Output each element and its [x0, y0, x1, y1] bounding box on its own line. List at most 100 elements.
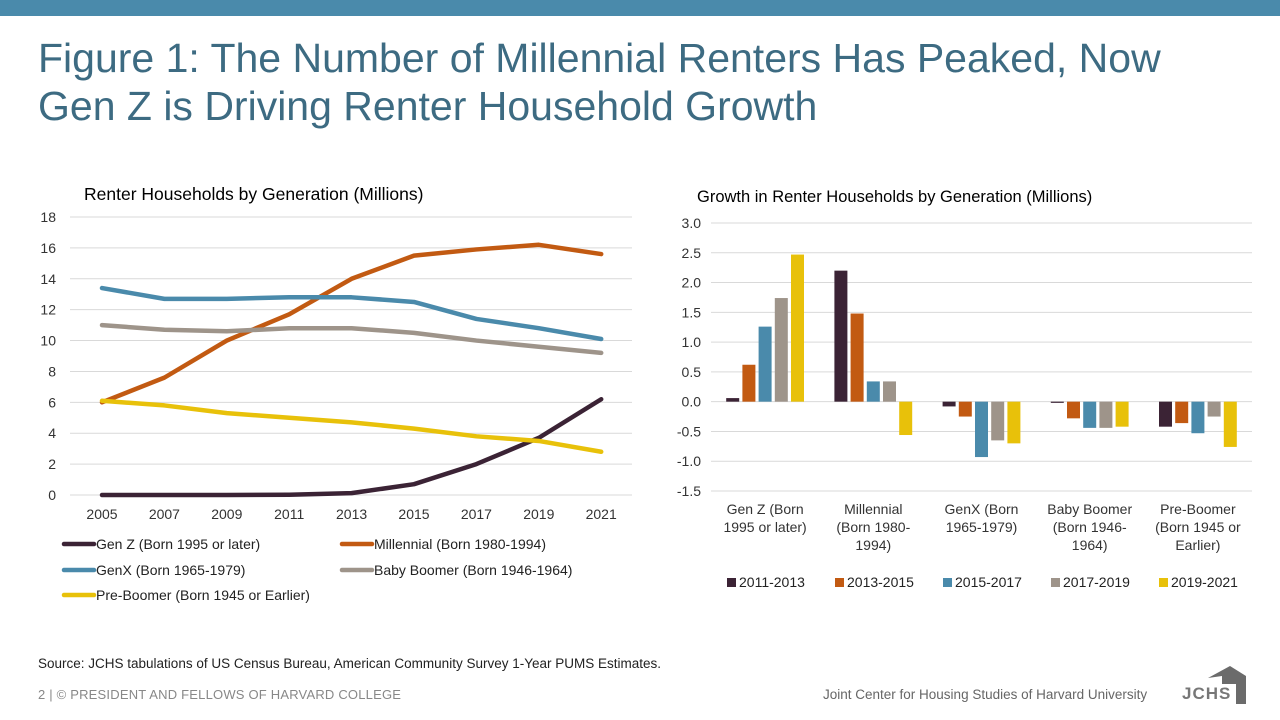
- line-chart-y-tick: 8: [48, 363, 56, 379]
- bar-2013-2015-3: [1067, 401, 1080, 419]
- bar-2013-2015-2: [958, 401, 972, 417]
- jchs-logo: JCHS: [1182, 664, 1248, 704]
- line-chart-y-tick: 6: [48, 394, 56, 410]
- bar-2017-2019-2: [991, 401, 1005, 441]
- bar-chart-category-label: GenX (Born: [945, 501, 1019, 517]
- bar-chart-y-tick: 2.5: [682, 245, 702, 261]
- top-accent-bar: [0, 0, 1280, 16]
- bar-chart-y-tick: 1.0: [682, 334, 702, 350]
- bar-legend-swatch: [943, 578, 952, 587]
- bar-chart-y-tick: 3.0: [682, 215, 702, 231]
- line-chart-x-tick: 2015: [398, 506, 429, 522]
- bar-2017-2019-3: [1099, 401, 1113, 428]
- line-chart-x-tick: 2005: [86, 506, 117, 522]
- bar-2019-2021-4: [1223, 401, 1237, 447]
- bar-chart-y-tick: 0.0: [682, 394, 702, 410]
- bar-chart-category-label: Pre-Boomer: [1160, 501, 1236, 517]
- bar-chart-y-tick: -0.5: [677, 423, 701, 439]
- line-chart-x-tick: 2011: [274, 506, 304, 522]
- line-chart-y-tick: 2: [48, 456, 56, 472]
- line-legend-label: Gen Z (Born 1995 or later): [96, 536, 260, 552]
- bar-chart-category-label: 1965-1979): [946, 519, 1018, 535]
- bar-2019-2021-1: [899, 401, 913, 436]
- bar-chart-y-tick: 2.0: [682, 275, 702, 291]
- bar-chart: Growth in Renter Households by Generatio…: [677, 188, 1252, 590]
- line-legend-label: Pre-Boomer (Born 1945 or Earlier): [96, 587, 310, 603]
- bar-2015-2017-3: [1083, 401, 1097, 428]
- bar-2011-2013-4: [1159, 401, 1172, 427]
- bar-chart-category-label: Millennial: [844, 501, 902, 517]
- bar-chart-y-tick: 1.5: [682, 304, 702, 320]
- line-chart-y-tick: 4: [48, 425, 56, 441]
- bar-chart-y-tick: -1.0: [677, 453, 701, 469]
- bar-chart-category-label: Gen Z (Born: [727, 501, 804, 517]
- bar-2013-2015-0: [742, 364, 756, 402]
- bar-2019-2021-2: [1007, 401, 1021, 444]
- bar-chart-category-label: 1994): [855, 537, 891, 553]
- line-series-1: [99, 242, 604, 405]
- footer-copyright: 2 | © PRESIDENT AND FELLOWS OF HARVARD C…: [38, 687, 402, 702]
- bar-chart-y-tick: 0.5: [682, 364, 702, 380]
- line-chart-y-tick: 12: [40, 302, 56, 318]
- bar-2019-2021-0: [791, 254, 804, 402]
- line-chart-x-tick: 2017: [461, 506, 492, 522]
- bar-chart-category-label: (Born 1980-: [836, 519, 910, 535]
- page-title-line-1: Figure 1: The Number of Millennial Rente…: [38, 35, 1161, 81]
- bar-legend-swatch: [1159, 578, 1168, 587]
- bar-2013-2015-4: [1175, 401, 1189, 424]
- bar-2011-2013-3: [1050, 401, 1064, 403]
- bar-legend-swatch: [835, 578, 844, 587]
- bar-2015-2017-4: [1191, 401, 1205, 434]
- footer-organization: Joint Center for Housing Studies of Harv…: [823, 687, 1148, 702]
- logo-text: JCHS: [1182, 684, 1232, 703]
- bar-chart-category-label: (Born 1946-: [1053, 519, 1127, 535]
- bar-2015-2017-1: [866, 381, 880, 402]
- bar-chart-y-tick: -1.5: [677, 483, 701, 499]
- bar-chart-category-label: Earlier): [1175, 537, 1220, 553]
- bar-legend-label: 2011-2013: [739, 574, 805, 590]
- line-chart-y-tick: 16: [40, 240, 56, 256]
- bar-legend-label: 2015-2017: [955, 574, 1022, 590]
- line-chart-title: Renter Households by Generation (Million…: [84, 184, 423, 204]
- line-chart-x-tick: 2013: [336, 506, 367, 522]
- line-legend-label: GenX (Born 1965-1979): [96, 562, 245, 578]
- line-chart-y-tick: 10: [40, 333, 56, 349]
- line-series-0: [99, 396, 604, 498]
- bar-2019-2021-3: [1115, 401, 1129, 427]
- bar-2011-2013-2: [942, 401, 956, 407]
- bar-2017-2019-4: [1207, 401, 1221, 417]
- bar-chart-title: Growth in Renter Households by Generatio…: [697, 188, 1092, 206]
- line-legend-label: Baby Boomer (Born 1946-1964): [374, 562, 572, 578]
- bar-2013-2015-1: [850, 313, 864, 402]
- bar-2017-2019-0: [774, 298, 788, 402]
- bar-legend-swatch: [727, 578, 736, 587]
- line-chart-y-tick: 18: [40, 209, 56, 225]
- line-chart-x-tick: 2021: [586, 506, 617, 522]
- bar-legend-label: 2019-2021: [1171, 574, 1238, 590]
- source-note: Source: JCHS tabulations of US Census Bu…: [38, 656, 662, 671]
- bar-2017-2019-1: [883, 381, 896, 402]
- bar-chart-category-label: 1995 or later): [723, 519, 806, 535]
- bar-2011-2013-0: [726, 398, 740, 402]
- bar-legend-swatch: [1051, 578, 1060, 587]
- page-title-line-2: Gen Z is Driving Renter Household Growth: [38, 83, 818, 129]
- line-chart-x-tick: 2019: [523, 506, 554, 522]
- page-title: Figure 1: The Number of Millennial Rente…: [38, 34, 1258, 130]
- bar-chart-category-label: 1964): [1072, 537, 1108, 553]
- line-chart-x-tick: 2009: [211, 506, 242, 522]
- bar-legend-label: 2013-2015: [847, 574, 914, 590]
- bar-2015-2017-0: [758, 326, 772, 402]
- bar-legend-label: 2017-2019: [1063, 574, 1130, 590]
- line-series-2: [99, 285, 604, 342]
- line-series-3: [99, 322, 604, 356]
- line-chart-y-tick: 14: [40, 271, 56, 287]
- house-icon: [1208, 666, 1246, 704]
- line-chart-y-tick: 0: [48, 487, 56, 503]
- bar-chart-category-label: Baby Boomer: [1047, 501, 1132, 517]
- bar-chart-category-label: (Born 1945 or: [1155, 519, 1241, 535]
- bar-2015-2017-2: [975, 401, 988, 458]
- line-series-4: [99, 398, 604, 455]
- line-legend-label: Millennial (Born 1980-1994): [374, 536, 546, 552]
- line-chart-x-tick: 2007: [149, 506, 180, 522]
- line-chart: Renter Households by Generation (Million…: [40, 184, 632, 603]
